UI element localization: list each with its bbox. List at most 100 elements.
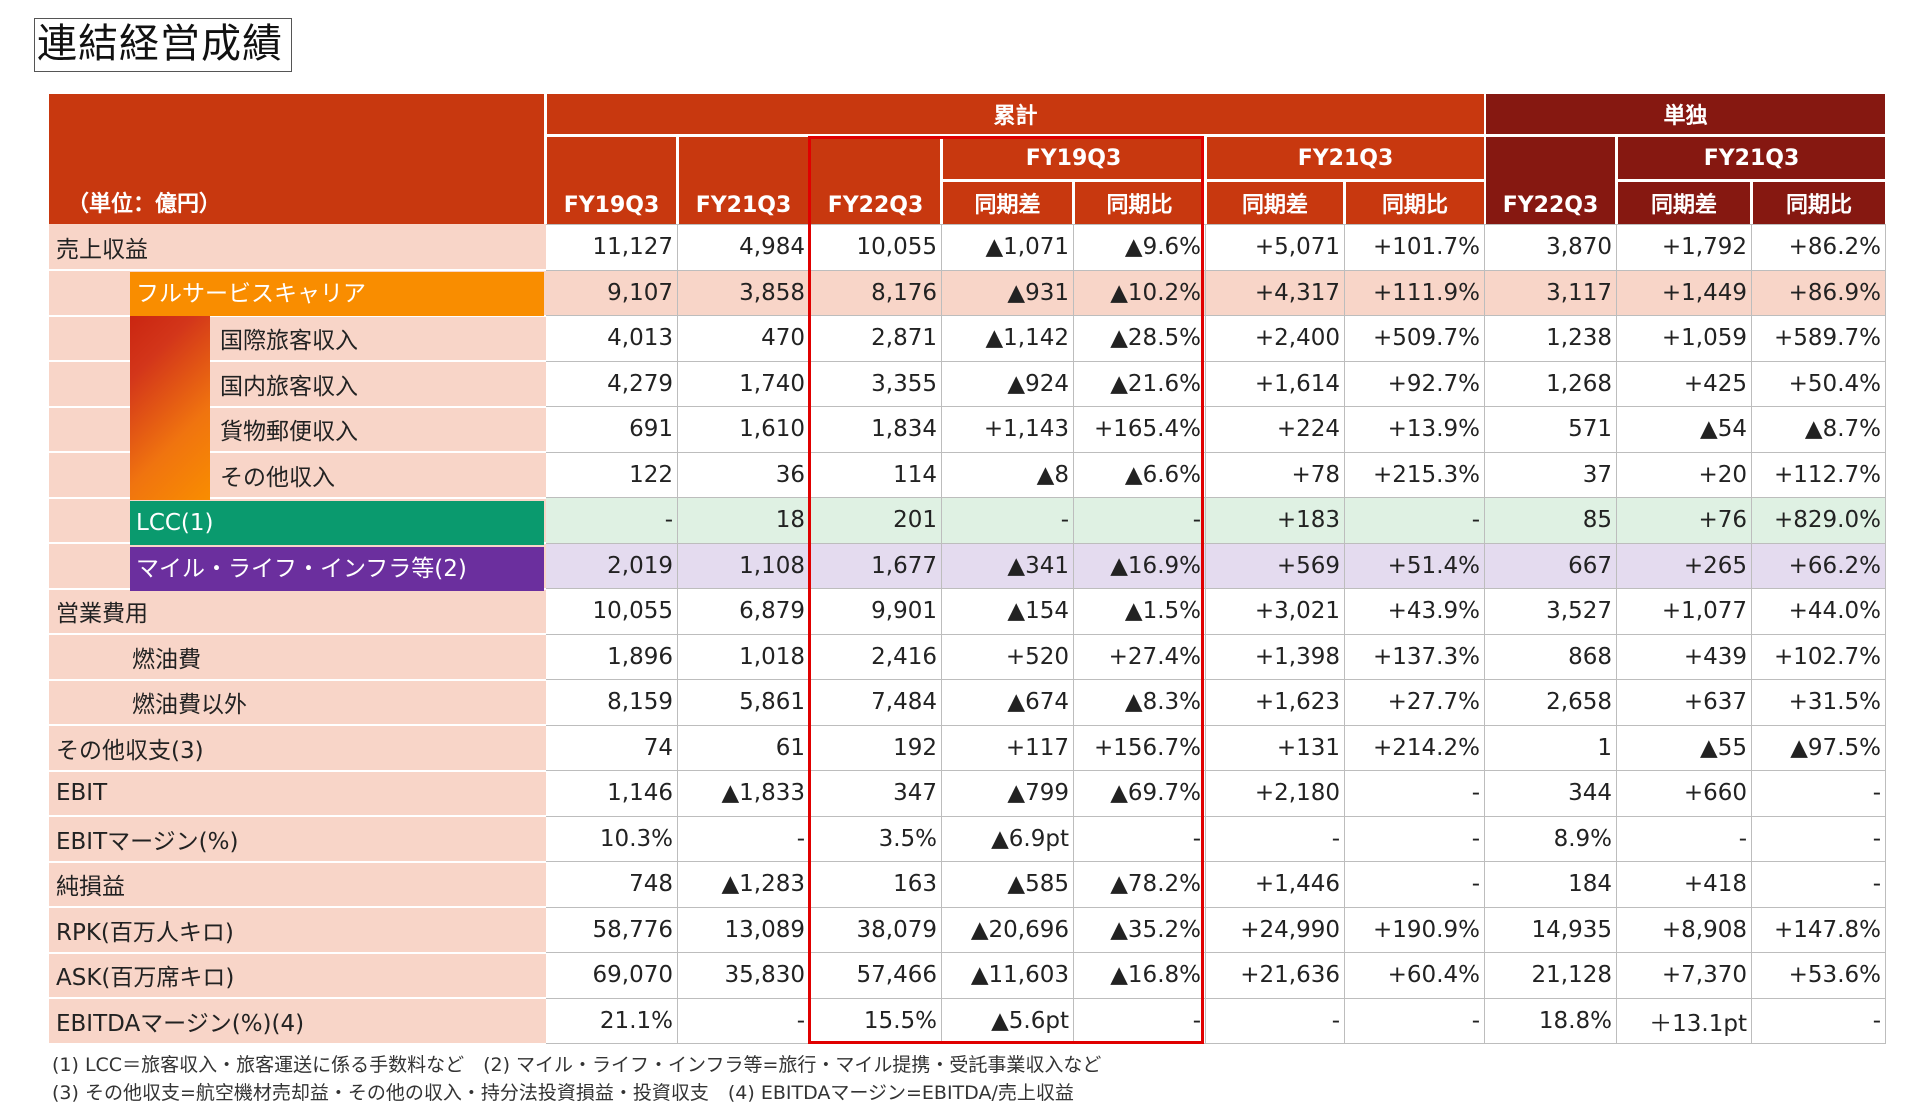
table-cell: 57,466 xyxy=(809,952,942,999)
table-row: 国内旅客収入 4,279 1,740 3,355 ▲924 ▲21.6% +1,614 +92… xyxy=(49,360,1886,408)
table-cell: 15.5% xyxy=(809,997,942,1044)
table-cell: ▲16.8% xyxy=(1073,952,1206,999)
table-cell: 6,879 xyxy=(677,588,810,635)
table-cell: +21,636 xyxy=(1205,952,1345,999)
table-cell: 2,416 xyxy=(809,633,942,680)
table-cell: +60.4% xyxy=(1344,952,1485,999)
table-cell: 18 xyxy=(677,497,810,544)
table-cell: 1,238 xyxy=(1484,315,1617,362)
col-standalone-fy22q3: FY22Q3 xyxy=(1486,137,1615,224)
row-label: EBIT xyxy=(49,770,546,817)
table-cell: +24,990 xyxy=(1205,906,1345,953)
table-cell: 8.9% xyxy=(1484,815,1617,862)
table-row: 燃油費 1,896 1,018 2,416 +520 +27.4% +1,398 +137.3… xyxy=(49,633,1886,681)
table-cell: ▲8 xyxy=(941,451,1074,498)
table-cell: +131 xyxy=(1205,724,1345,771)
table-row: 燃油費以外 8,159 5,861 7,484 ▲674 ▲8.3% +1,623 +27.7… xyxy=(49,679,1886,726)
table-cell: 1 xyxy=(1484,724,1617,771)
table-cell: 14,935 xyxy=(1484,906,1617,953)
table-cell: 11,127 xyxy=(545,224,678,271)
table-cell: +5,071 xyxy=(1205,224,1345,271)
table-cell: 9,901 xyxy=(809,588,942,635)
table-cell: 10,055 xyxy=(545,588,678,635)
row-label: EBITマージン(%) xyxy=(49,815,546,863)
col-standalone-fy22q3-label: FY22Q3 xyxy=(1502,193,1599,218)
table-cell: ▲799 xyxy=(941,770,1074,817)
table-cell: 184 xyxy=(1484,861,1617,908)
table-cell: ▲6.9pt xyxy=(941,815,1074,862)
col-fy19q3-label: FY19Q3 xyxy=(563,193,660,218)
table-cell: +214.2% xyxy=(1344,724,1485,771)
table-cell: +102.7% xyxy=(1751,633,1886,680)
table-cell: +190.9% xyxy=(1344,906,1485,953)
row-label: 営業費用 xyxy=(49,588,546,635)
table-cell: 347 xyxy=(809,770,942,817)
table-cell: ▲585 xyxy=(941,861,1074,908)
table-cell: +8,908 xyxy=(1616,906,1752,953)
table-cell: - xyxy=(545,497,678,544)
table-cell: +7,370 xyxy=(1616,952,1752,999)
table-cell: 163 xyxy=(809,861,942,908)
table-cell: 1,108 xyxy=(677,542,810,589)
row-label: その他収支(3) xyxy=(49,724,546,772)
table-cell: 192 xyxy=(809,724,942,771)
table-cell: 1,677 xyxy=(809,542,942,589)
table-cell: ▲10.2% xyxy=(1073,269,1206,316)
table-cell: +2,180 xyxy=(1205,770,1345,817)
table-row: ASK(百万席キロ) 69,070 35,830 57,466 ▲11,603 ▲16.8… xyxy=(49,952,1886,999)
table-cell: ▲21.6% xyxy=(1073,360,1206,407)
table-cell: +509.7% xyxy=(1344,315,1485,362)
row-label: RPK(百万人キロ) xyxy=(49,906,546,954)
col-fy19q3: FY19Q3 xyxy=(547,137,676,224)
table-cell: 3,355 xyxy=(809,360,942,407)
table-cell: 2,658 xyxy=(1484,679,1617,726)
table-row: -18 201- - +183-85 +76 +829.0% xyxy=(49,497,1886,544)
table-cell: 3,858 xyxy=(677,269,810,316)
table-cell: 85 xyxy=(1484,497,1617,544)
table-cell: - xyxy=(1205,815,1345,862)
table-cell: ▲1,142 xyxy=(941,315,1074,362)
table-cell: +101.7% xyxy=(1344,224,1485,271)
table-cell: 748 xyxy=(545,861,678,908)
table-cell: 2,019 xyxy=(545,542,678,589)
table-cell: +660 xyxy=(1616,770,1752,817)
table-cell: +20 xyxy=(1616,451,1752,498)
table-cell: 667 xyxy=(1484,542,1617,589)
table-cell: +439 xyxy=(1616,633,1752,680)
table-cell: 37 xyxy=(1484,451,1617,498)
table-cell: +1,623 xyxy=(1205,679,1345,726)
table-cell: 21.1% xyxy=(545,997,678,1044)
col-fy22q3: FY22Q3 xyxy=(811,137,940,224)
table-cell: - xyxy=(1751,815,1886,862)
table-cell: +44.0% xyxy=(1751,588,1886,635)
table-cell: - xyxy=(1751,997,1886,1044)
table-cell: +78 xyxy=(1205,451,1345,498)
table-cell: 74 xyxy=(545,724,678,771)
table-cell: +1,449 xyxy=(1616,269,1752,316)
table-cell: 201 xyxy=(809,497,942,544)
table-cell: +86.9% xyxy=(1751,269,1886,316)
table-row: 売上収益 11,127 4,984 10,055 ▲1,071 ▲9.6% +5,071 +1… xyxy=(49,224,1886,271)
row-label: ASK(百万席キロ) xyxy=(49,952,546,999)
table-cell: ▲9.6% xyxy=(1073,224,1206,271)
table-cell: 35,830 xyxy=(677,952,810,999)
table-row: 国際旅客収入 4,013 470 2,871 ▲1,142 ▲28.5% +2,400 +50… xyxy=(49,315,1886,362)
table-cell: 61 xyxy=(677,724,810,771)
group-fy21q3: FY21Q3 xyxy=(1207,137,1484,179)
table-row: EBITDAマージン(%)(4) 21.1% -15.5% ▲5.6pt - - -18.8… xyxy=(49,997,1886,1045)
table-cell: ▲54 xyxy=(1616,406,1752,453)
table-cell: +66.2% xyxy=(1751,542,1886,589)
fsc-label: フルサービスキャリア xyxy=(136,281,366,307)
table-cell: 1,146 xyxy=(545,770,678,817)
table-cell: +51.4% xyxy=(1344,542,1485,589)
col-standalone-ratio: 同期比 xyxy=(1753,182,1885,224)
table-row: EBITマージン(%) 10.3% -3.5% ▲6.9pt - - -8.9% - - xyxy=(49,815,1886,863)
table-cell: ▲6.6% xyxy=(1073,451,1206,498)
table-cell: +215.3% xyxy=(1344,451,1485,498)
cumulative-header: 累計 xyxy=(547,94,1484,134)
table-cell: +265 xyxy=(1616,542,1752,589)
table-cell: ▲341 xyxy=(941,542,1074,589)
table-cell: 122 xyxy=(545,451,678,498)
table-row: 営業費用 10,055 6,879 9,901 ▲154 ▲1.5% +3,021 +43.9… xyxy=(49,588,1886,635)
table-cell: 4,279 xyxy=(545,360,678,407)
